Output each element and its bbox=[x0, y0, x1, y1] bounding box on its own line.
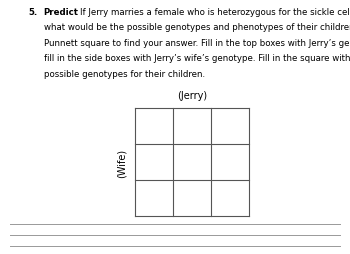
Text: Predict: Predict bbox=[43, 8, 78, 17]
Text: possible genotypes for their children.: possible genotypes for their children. bbox=[43, 70, 205, 79]
Text: what would be the possible genotypes and phenotypes of their children? Use a: what would be the possible genotypes and… bbox=[43, 23, 350, 32]
Text: Punnett square to find your answer. Fill in the top boxes with Jerry’s genotype;: Punnett square to find your answer. Fill… bbox=[43, 39, 350, 48]
Text: (Jerry): (Jerry) bbox=[177, 91, 207, 101]
Text: (Wife): (Wife) bbox=[117, 148, 127, 177]
Text: 5.: 5. bbox=[28, 8, 37, 17]
Text: If Jerry marries a female who is heterozygous for the sickle cell trait,: If Jerry marries a female who is heteroz… bbox=[80, 8, 350, 17]
Text: fill in the side boxes with Jerry’s wife’s genotype. Fill in the square with all: fill in the side boxes with Jerry’s wife… bbox=[43, 54, 350, 63]
